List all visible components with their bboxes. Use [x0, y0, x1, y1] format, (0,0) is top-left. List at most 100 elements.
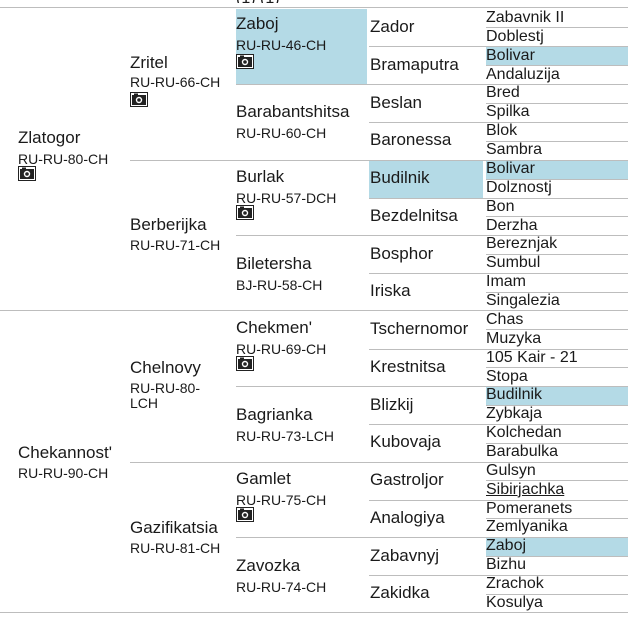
highlight-cell	[486, 538, 628, 556]
dog-name[interactable]: Analogiya	[370, 507, 445, 527]
dog-name[interactable]: Krestnitsa	[370, 356, 446, 376]
registration-number: RU-RU-73-LCH	[236, 428, 335, 444]
registration-number: RU-RU-81-CH	[130, 540, 221, 556]
dog-name[interactable]: Kosulya	[486, 593, 543, 611]
dog-name[interactable]: Zavozka	[236, 556, 301, 575]
dog-name[interactable]: Iriska	[370, 281, 411, 301]
dog-name[interactable]: Blok	[486, 122, 518, 140]
dog-name[interactable]: Imam	[486, 273, 526, 291]
registration-number: RU-RU-80- LCH	[130, 380, 200, 411]
divider-line	[486, 65, 628, 66]
camera-icon[interactable]	[236, 54, 254, 69]
dog-name[interactable]: Singalezia	[486, 292, 560, 310]
dog-name[interactable]: Berberijka	[130, 215, 207, 234]
dog-name[interactable]: Bramaputra	[370, 54, 459, 74]
dog-name[interactable]: Zemlyanika	[486, 518, 568, 536]
dog-name[interactable]: Pomeranets	[486, 499, 573, 517]
divider-line	[369, 500, 628, 501]
dog-name[interactable]: Kubovaja	[370, 432, 441, 452]
divider-line	[369, 46, 628, 47]
divider-line	[486, 443, 628, 444]
dog-name[interactable]: Chelnovy	[130, 358, 201, 377]
divider-line	[236, 235, 628, 236]
dog-name[interactable]: Zrachok	[486, 575, 544, 593]
camera-icon[interactable]	[236, 356, 254, 371]
dog-name[interactable]: Barabulka	[486, 443, 559, 460]
divider-line	[0, 612, 628, 613]
camera-icon[interactable]	[130, 92, 148, 107]
dog-name[interactable]: Chekmen'	[236, 318, 313, 337]
divider-line	[486, 27, 628, 28]
dog-name[interactable]: Doblestj	[486, 27, 544, 45]
dog-name[interactable]: Derzha	[486, 216, 538, 234]
divider-line	[130, 462, 628, 463]
registration-number: RU-RU-69-CH	[236, 341, 327, 357]
dog-name[interactable]: Bereznjak	[486, 235, 558, 253]
dog-name[interactable]: Zybkaja	[486, 405, 543, 423]
dog-name[interactable]: Zador	[370, 17, 415, 36]
dog-name[interactable]: Zabavnyj	[370, 545, 439, 565]
dog-name[interactable]: Stopa	[486, 367, 528, 385]
dog-name[interactable]: Bezdelnitsa	[370, 205, 458, 225]
dog-name[interactable]: Sibirjachka	[486, 480, 565, 498]
divider-line	[0, 7, 628, 8]
dog-name[interactable]: Gamlet	[236, 469, 291, 488]
dog-name[interactable]: Baronessa	[370, 130, 452, 150]
dog-name[interactable]: Bred	[486, 84, 520, 102]
cropped-header-text: (1) (1)	[236, 0, 466, 3]
dog-name[interactable]: Bizhu	[486, 556, 527, 574]
dog-name[interactable]: Zritel	[130, 53, 168, 72]
dog-name[interactable]: Andaluzija	[486, 65, 560, 83]
dog-name[interactable]: Spilka	[486, 103, 530, 121]
divider-line	[486, 103, 628, 104]
registration-number: RU-RU-46-CH	[236, 37, 327, 53]
divider-line	[369, 349, 628, 350]
camera-icon[interactable]	[236, 205, 254, 220]
dog-name[interactable]: Bon	[486, 197, 515, 215]
dog-name[interactable]: Bagrianka	[236, 405, 313, 424]
dog-name[interactable]: Zabavnik II	[486, 9, 565, 26]
camera-icon[interactable]	[236, 507, 254, 522]
dog-name[interactable]: Gastroljor	[370, 470, 444, 489]
dog-name[interactable]: Chas	[486, 310, 524, 328]
dog-name[interactable]: Barabantshitsa	[236, 102, 350, 121]
dog-name[interactable]: Bolivar	[486, 46, 535, 64]
divider-line	[486, 556, 628, 557]
dog-name[interactable]: Budilnik	[370, 168, 430, 187]
divider-line	[486, 141, 628, 142]
dog-name[interactable]: Kolchedan	[486, 424, 562, 442]
dog-name[interactable]: Bosphor	[370, 243, 434, 263]
dog-name[interactable]: Sambra	[486, 141, 543, 159]
dog-name[interactable]: Chekannost'	[18, 443, 112, 462]
dog-name[interactable]: Biletersha	[236, 254, 312, 273]
dog-name[interactable]: 105 Kair - 21	[486, 348, 578, 366]
dog-name[interactable]: Beslan	[370, 92, 422, 112]
dog-name[interactable]: Zaboj	[486, 537, 527, 555]
dog-name[interactable]: Gulsyn	[486, 461, 536, 479]
dog-name[interactable]: Bolivar	[486, 159, 535, 177]
registration-number: RU-RU-71-CH	[130, 237, 221, 253]
highlight-cell	[236, 9, 367, 84]
registration-number: RU-RU-90-CH	[18, 465, 109, 481]
divider-line	[486, 292, 628, 293]
highlight-cell	[369, 161, 483, 198]
dog-name[interactable]: Gazifikatsia	[130, 518, 218, 537]
dog-name[interactable]: Dolznostj	[486, 178, 552, 196]
highlight-cell	[486, 161, 628, 179]
highlight-cell	[486, 47, 628, 65]
divider-line	[486, 216, 628, 217]
registration-number: BJ-RU-58-CH	[236, 277, 323, 293]
dog-name[interactable]: Muzyka	[486, 329, 542, 347]
dog-name[interactable]: Zlatogor	[18, 128, 81, 147]
dog-name[interactable]: Sumbul	[486, 254, 541, 272]
divider-line	[486, 367, 628, 368]
registration-number: RU-RU-80-CH	[18, 151, 109, 167]
dog-name[interactable]: Tschernomor	[370, 319, 469, 338]
dog-name[interactable]: Zakidka	[370, 583, 430, 603]
highlight-cell	[486, 387, 628, 405]
dog-name[interactable]: Zaboj	[236, 14, 279, 33]
dog-name[interactable]: Burlak	[236, 167, 285, 186]
dog-name[interactable]: Blizkij	[370, 394, 414, 414]
camera-icon[interactable]	[18, 166, 36, 181]
dog-name[interactable]: Budilnik	[486, 386, 543, 404]
